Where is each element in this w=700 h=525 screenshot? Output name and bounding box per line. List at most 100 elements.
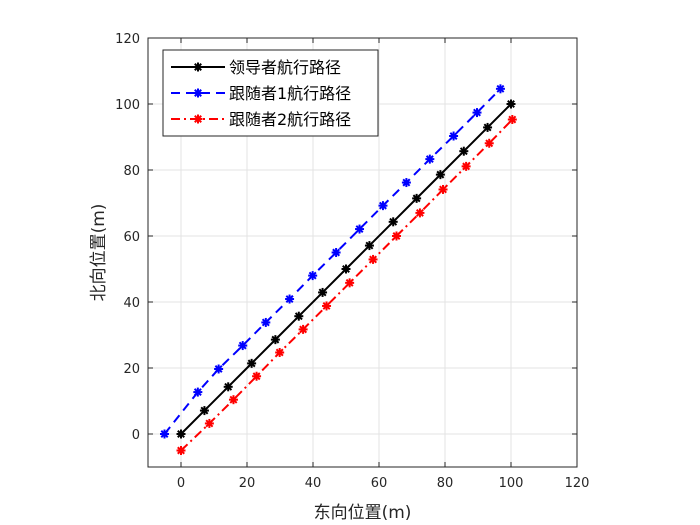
marker-stroke [389,217,398,226]
series-1-point [388,217,398,227]
series-1-point [176,429,186,439]
series-2-point [214,364,224,374]
marker-stroke [177,446,185,455]
x-tick-label: 20 [239,476,256,491]
tick-labels: 0 20 40 60 80 100 120 0 20 40 60 80 100 120 [115,32,589,491]
marker-stroke [415,208,424,217]
marker-stroke [318,288,327,297]
series-2-point [355,224,365,234]
marker-stroke [252,372,261,381]
marker-stroke [177,430,185,438]
series-2-point [495,84,505,94]
series-1-point [199,406,209,416]
marker-stroke [261,318,270,327]
series-3-point [204,418,214,428]
series-1-point [483,122,493,132]
series-1-point [223,382,233,392]
y-axis-label: 北向位置(m) [89,204,109,302]
series-layer [160,84,517,455]
series-1-point [247,358,257,368]
marker-stroke [436,170,445,179]
y-tick-label: 100 [115,98,140,113]
series-1-point [412,193,422,203]
series-3-point [176,446,186,455]
marker-stroke [200,406,209,415]
marker-stroke [507,100,515,108]
series-3-point [322,301,332,311]
x-tick-label: 80 [437,476,454,491]
marker-stroke [485,139,494,148]
marker-stroke [308,271,317,280]
marker-stroke [365,241,374,250]
marker-stroke [459,147,468,156]
marker-stroke [205,419,214,428]
series-2-point [285,294,295,304]
marker-stroke [285,295,294,303]
marker-stroke [160,430,169,438]
series-3-line [180,118,514,452]
series-3-point [391,231,401,241]
series-3-point [507,115,517,125]
marker-stroke [402,178,411,187]
y-tick-label: 80 [123,164,140,179]
marker-stroke [508,115,517,124]
marker-stroke [392,232,401,240]
legend-label-3: 跟随者2航行路径 [229,110,351,129]
x-tick-label: 0 [177,476,185,491]
series-3-point [438,184,448,194]
series-1-point [318,287,328,297]
marker-stroke [299,325,308,334]
marker-stroke [369,255,378,264]
marker-stroke [425,155,434,164]
marker-stroke [214,365,223,373]
series-3-point [484,138,494,148]
marker-stroke [224,382,233,391]
series-1-point [270,335,280,345]
y-tick-label: 20 [123,362,140,377]
series-3 [176,115,517,455]
marker-stroke [271,335,280,344]
series-2-point [449,131,459,141]
marker-stroke [238,341,247,350]
series-3-point [228,395,238,405]
series-1-point [364,241,374,251]
series-1-point [506,99,516,109]
series-3-point [252,371,262,381]
marker-stroke [332,248,341,257]
series-3-point [461,161,471,171]
series-3-point [345,278,355,288]
marker-stroke [496,84,505,93]
series-2-line [163,88,502,435]
legend-label-1: 领导者航行路径 [229,58,341,77]
marker-stroke [194,89,202,97]
x-tick-label: 60 [371,476,388,491]
series-1 [176,99,516,439]
marker-stroke [275,348,284,357]
x-axis-label: 东向位置(m) [314,503,412,523]
series-2-point [193,387,203,397]
series-1-point [435,170,445,180]
legend-marker-2 [193,88,203,98]
marker-stroke [247,359,256,368]
series-2-point [425,154,435,164]
marker-stroke [322,302,331,310]
series-2-point [472,108,482,118]
series-3-point [275,347,285,357]
series-2-point [308,271,318,281]
marker-stroke [194,63,202,71]
legend-marker-1 [193,62,203,72]
series-1-point [341,264,351,274]
marker-stroke [462,162,471,171]
marker-stroke [473,108,481,117]
x-tick-label: 40 [305,476,322,491]
marker-stroke [483,123,492,132]
series-2-point [378,201,388,211]
x-tick-label: 100 [499,476,524,491]
marker-stroke [449,132,458,140]
y-tick-label: 40 [123,296,140,311]
legend-marker-3 [193,114,203,124]
marker-stroke [345,278,354,287]
marker-stroke [294,312,303,321]
